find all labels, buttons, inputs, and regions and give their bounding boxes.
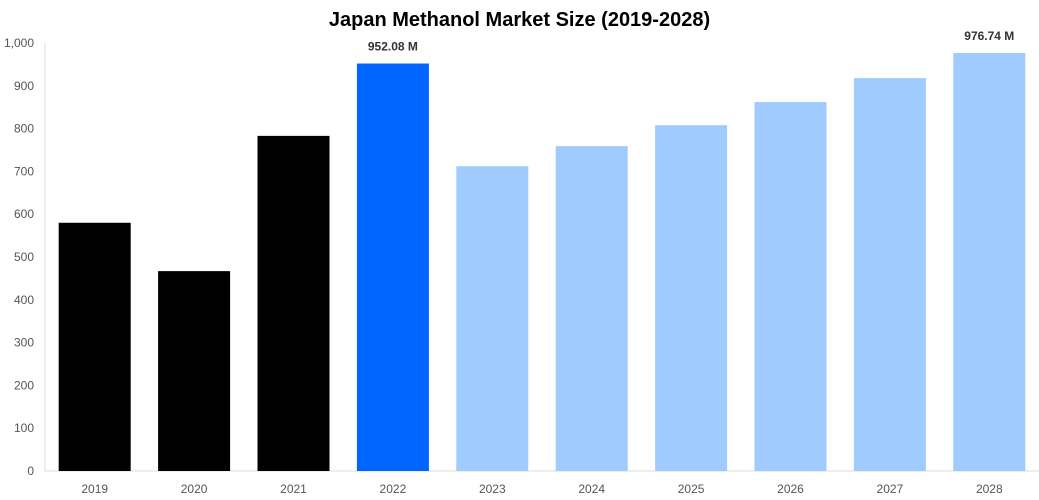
x-tick-label: 2022 (380, 482, 407, 496)
y-tick-label: 900 (14, 79, 34, 93)
bar-2021 (257, 135, 330, 471)
x-tick-label: 2023 (479, 482, 506, 496)
bar-2025 (655, 125, 728, 472)
labels: 2019 2020 2021 2022 952.08 M 2023 2024 2025 2026… (81, 29, 1014, 496)
x-tick-label: 2027 (877, 482, 904, 496)
bar-2019 (58, 222, 131, 471)
x-tick-label: 2028 (976, 482, 1003, 496)
y-tick-label: 700 (14, 164, 34, 178)
chart-title: Japan Methanol Market Size (2019-2028) (328, 9, 711, 31)
bar-2023 (456, 166, 529, 471)
y-tick-label: 0 (27, 464, 34, 478)
y-tick-label: 1,000 (4, 36, 34, 50)
x-tick-label: 2026 (777, 482, 804, 496)
bars (58, 52, 1026, 472)
bar-2022 (356, 63, 429, 471)
y-tick-label: 300 (14, 336, 34, 350)
axes: 0 100 200 300 400 500 600 700 800 900 1,000 (4, 36, 1039, 478)
x-tick-label: 2025 (678, 482, 705, 496)
data-label-2022: 952.08 M (368, 40, 418, 54)
bar-2024 (555, 146, 628, 471)
y-tick-label: 500 (14, 250, 34, 264)
bar-2020 (158, 271, 231, 471)
y-tick-label: 800 (14, 122, 34, 136)
x-tick-label: 2024 (578, 482, 605, 496)
y-tick-label: 200 (14, 378, 34, 392)
x-tick-label: 2019 (81, 482, 108, 496)
x-tick-label: 2020 (181, 482, 208, 496)
y-tick-label: 100 (14, 421, 34, 435)
bar-2027 (853, 78, 926, 471)
y-tick-label: 600 (14, 207, 34, 221)
y-tick-label: 400 (14, 293, 34, 307)
data-label-2028: 976.74 M (964, 29, 1014, 43)
x-tick-label: 2021 (280, 482, 307, 496)
bar-2028 (953, 52, 1026, 471)
bar-2026 (754, 102, 827, 472)
